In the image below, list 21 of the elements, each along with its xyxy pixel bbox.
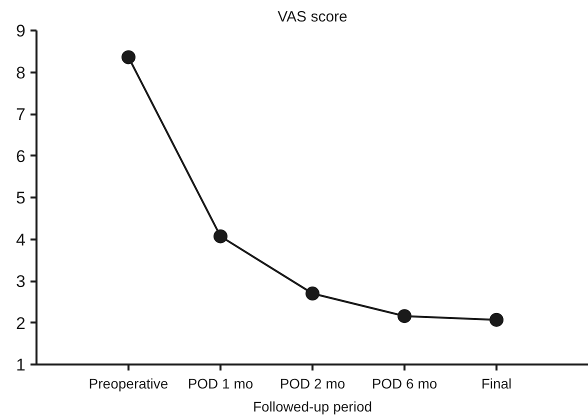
y-tick-label: 2 <box>16 314 26 333</box>
y-tick-label: 8 <box>16 63 26 82</box>
y-tick-label: 6 <box>16 146 26 166</box>
point <box>398 309 412 324</box>
chart-title: VAS score <box>278 8 348 26</box>
y-tick-label: 5 <box>16 188 26 208</box>
y-tick-label: 9 <box>16 22 26 40</box>
x-tick-label: POD 2 mo <box>280 376 346 392</box>
x-tick-label: POD 1 mo <box>188 376 254 392</box>
point <box>122 50 136 64</box>
y-tick-label: 4 <box>16 230 26 250</box>
x-tick-label: POD 6 mo <box>372 376 438 392</box>
y-tick-label: 3 <box>16 272 26 291</box>
point <box>214 229 228 244</box>
point <box>306 286 320 301</box>
x-tick-label: Final <box>481 376 512 392</box>
point <box>490 312 504 327</box>
x-axis-title: Followed-up period <box>252 398 372 414</box>
x-tick-label: Preoperative <box>88 376 168 392</box>
y-tick-label: 1 <box>16 356 26 374</box>
y-tick-label: 7 <box>16 105 26 124</box>
